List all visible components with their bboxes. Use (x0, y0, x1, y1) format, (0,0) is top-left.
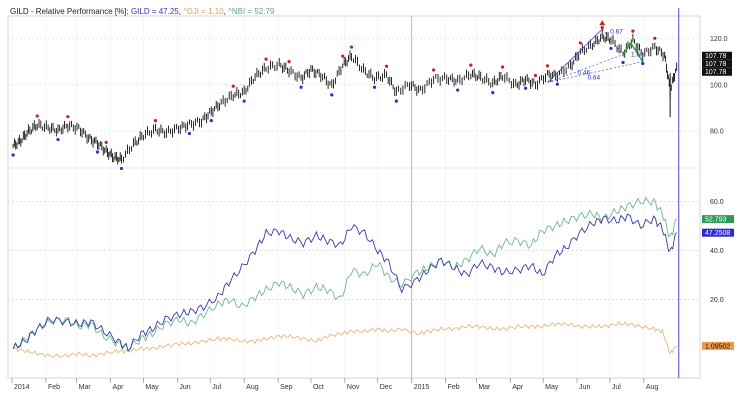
x-tick-label: Jul (612, 384, 621, 391)
peak-marker (153, 119, 158, 123)
x-tick-label: 2015 (414, 384, 430, 391)
series-last-value-label: 1.09502 (705, 343, 730, 350)
y-tick-label: 80.0 (710, 129, 724, 136)
series-line (12, 213, 677, 352)
last-value-label: 107.78 (705, 61, 727, 68)
pattern-line (622, 41, 644, 63)
peak-marker (500, 65, 505, 69)
peak-marker (545, 64, 550, 68)
pattern-line (602, 29, 624, 55)
series-last-value-badge (702, 228, 734, 237)
x-tick-label: Jun (179, 384, 190, 391)
peak-marker (35, 114, 39, 118)
pattern-apex-marker (599, 20, 606, 26)
peak-marker (264, 57, 268, 61)
last-value-label: 107.78 (705, 69, 727, 76)
x-tick-label: Apr (512, 384, 524, 391)
title-part: , (178, 7, 184, 16)
pattern-ratio-label: 0.67 (610, 28, 623, 35)
trough-marker (119, 166, 124, 171)
peak-marker (66, 115, 70, 119)
grid-lines (7, 8, 701, 379)
last-value-badge (702, 51, 732, 60)
peak-marker (384, 64, 389, 68)
peak-marker (600, 26, 604, 30)
lower-relative-panel (12, 196, 677, 359)
trough-marker (491, 90, 495, 95)
title-part: , (223, 7, 229, 16)
x-tick-label: Nov (347, 384, 360, 391)
upper-price-panel: 0.67 1.60 0.460.64 (11, 20, 678, 171)
trough-marker (56, 137, 60, 142)
trough-marker (242, 99, 246, 103)
trough-marker (456, 88, 460, 92)
peak-marker (469, 63, 473, 67)
pattern-ratio-label: 0.64 (587, 74, 600, 81)
y-tick-label: 100.0 (710, 82, 728, 89)
series-last-value-badge (702, 215, 734, 224)
title-part: ^NBI = 52.79 (228, 7, 275, 16)
peak-marker (432, 68, 436, 72)
x-tick-label: Oct (313, 384, 324, 391)
peak-marker (533, 73, 538, 78)
peak-marker (631, 29, 635, 33)
peak-marker (287, 60, 291, 64)
trough-marker (372, 85, 377, 89)
title-part: GILD - Relative Performance [%]: (10, 7, 131, 16)
x-tick-label: May (545, 384, 559, 391)
title-part: GILD = 47.25 (130, 7, 179, 16)
trough-marker (523, 86, 528, 90)
chart-title: GILD - Relative Performance [%]: GILD = … (10, 7, 274, 16)
y-tick-label: 20.0 (710, 297, 724, 304)
title-part: ^DJI = 1.10 (183, 7, 224, 16)
axes: 80.0 100.0 120.0 20.0 40.0 60.0 2014 Feb Mar Apr M… (11, 36, 734, 391)
x-tick-label: Dec (380, 384, 393, 391)
trough-marker (330, 93, 334, 97)
y-tick-label: 60.0 (710, 199, 724, 206)
series-last-value-badge (702, 341, 734, 350)
peak-marker (349, 45, 354, 49)
pattern-line (547, 28, 603, 83)
x-tick-label: Jun (579, 384, 590, 391)
x-tick-label: Feb (448, 384, 460, 391)
x-tick-label: Jul (212, 384, 221, 391)
series-last-value-label: 47.2508 (705, 230, 730, 237)
pattern-ratio-label: 1.60 (631, 52, 644, 59)
last-value-label: 107.78 (705, 53, 727, 60)
trough-marker (209, 118, 213, 123)
y-tick-label: 40.0 (710, 248, 724, 255)
y-tick-label: 120.0 (710, 36, 728, 43)
trough-marker (299, 85, 303, 89)
trough-marker (95, 150, 100, 154)
x-tick-label: 2014 (14, 384, 30, 391)
trough-marker (187, 131, 192, 136)
peak-marker (231, 84, 235, 88)
trough-marker (641, 61, 645, 66)
series-last-value-label: 52.793 (705, 217, 727, 224)
last-value-badge (702, 59, 732, 68)
peak-marker (578, 41, 582, 45)
pattern-line (547, 54, 624, 83)
x-tick-label: Mar (478, 384, 491, 391)
pattern-line (547, 61, 643, 83)
trough-marker (11, 153, 15, 157)
peak-marker (341, 54, 345, 58)
last-value-badge (702, 67, 732, 76)
plot-frame (7, 15, 701, 379)
trough-marker (394, 99, 398, 103)
x-tick-label: Mar (79, 384, 92, 391)
x-tick-label: Aug (246, 384, 259, 391)
x-tick-label: Apr (113, 384, 125, 391)
trough-marker (609, 46, 613, 51)
pattern-ratio-label: 0.46 (577, 69, 590, 76)
x-tick-label: May (145, 384, 159, 391)
trough-marker (621, 60, 625, 65)
x-tick-label: Feb (48, 384, 60, 391)
x-tick-label: Sep (280, 384, 293, 391)
trough-marker (555, 82, 559, 86)
peak-marker (104, 140, 108, 144)
peak-marker (653, 36, 657, 40)
x-tick-label: Aug (646, 384, 659, 391)
